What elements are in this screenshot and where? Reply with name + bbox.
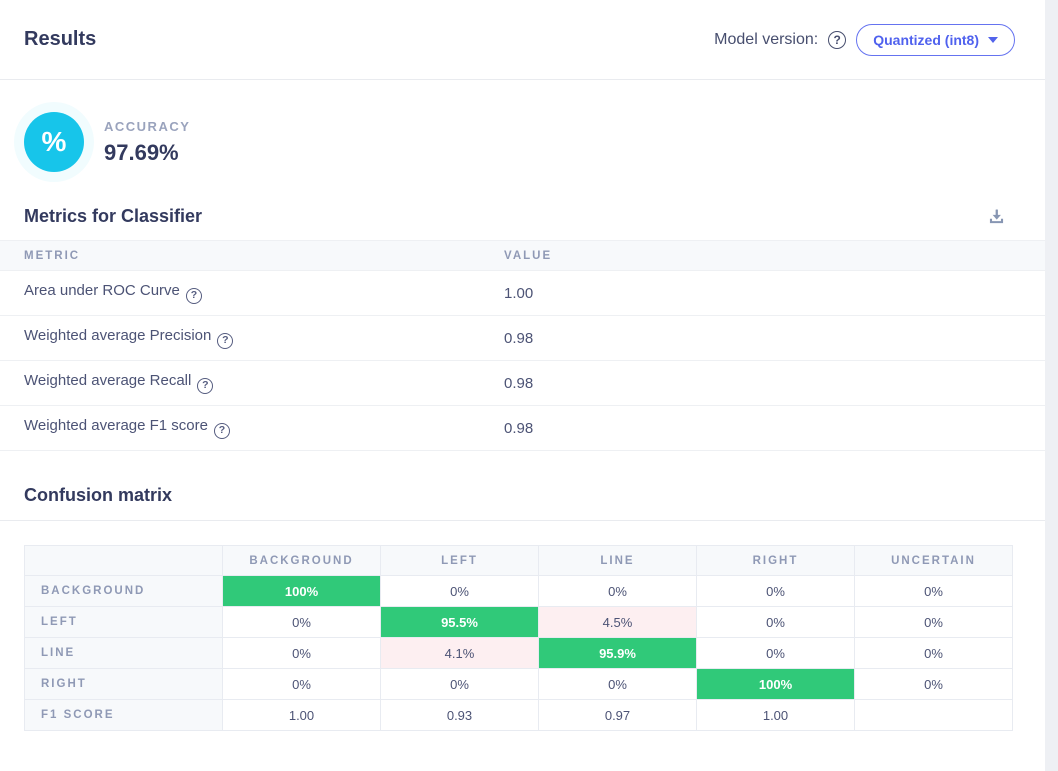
metric-value: 0.98 <box>504 374 534 392</box>
metric-label: Weighted average Recall? <box>0 361 504 406</box>
confusion-title: Confusion matrix <box>24 485 173 505</box>
conf-column-header: RIGHT <box>696 545 855 576</box>
metrics-col-value: VALUE <box>504 249 553 262</box>
conf-cell: 1.00 <box>696 699 855 731</box>
page-title: Results <box>24 28 97 50</box>
confusion-section-header: Confusion matrix <box>0 451 1045 521</box>
conf-row: LINE 0% 4.1% 95.9% 0% 0% <box>24 637 1013 669</box>
conf-cell: 95.5% <box>380 606 539 638</box>
conf-cell: 0% <box>380 575 539 607</box>
conf-cell: 4.1% <box>380 637 539 669</box>
conf-cell: 0% <box>222 606 381 638</box>
conf-cell: 0% <box>696 606 855 638</box>
metric-label-text: Weighted average F1 score <box>24 417 208 435</box>
conf-cell: 100% <box>696 668 855 700</box>
help-icon[interactable]: ? <box>197 377 214 394</box>
accuracy-text: ACCURACY 97.69% <box>104 119 190 166</box>
conf-row-label: RIGHT <box>24 668 223 700</box>
metrics-table: METRIC VALUE Area under ROC Curve? 1.00 We… <box>0 240 1045 451</box>
metric-value: 1.00 <box>504 284 534 302</box>
metric-row: Weighted average Recall? 0.98 <box>0 361 1045 406</box>
confusion-matrix-table: BACKGROUND LEFT LINE RIGHT UNCERTAIN BACKGRO… <box>24 545 1013 731</box>
model-version-dropdown[interactable]: Quantized (int8) <box>856 23 1015 56</box>
conf-cell <box>854 699 1013 731</box>
conf-cell: 0% <box>854 606 1013 638</box>
metric-label-text: Weighted average Precision <box>24 327 212 345</box>
metrics-col-metric: METRIC <box>24 249 81 262</box>
accuracy-label: ACCURACY <box>104 118 191 134</box>
metric-label: Weighted average Precision? <box>0 316 504 361</box>
conf-cell: 100% <box>222 575 381 607</box>
metric-row: Area under ROC Curve? 1.00 <box>0 271 1045 316</box>
conf-cell: 0% <box>696 575 855 607</box>
metrics-section-header: Metrics for Classifier <box>0 172 1045 240</box>
conf-cell: 0% <box>538 668 697 700</box>
conf-cell: 0% <box>854 637 1013 669</box>
metric-value: 0.98 <box>504 329 534 347</box>
conf-cell: 4.5% <box>538 606 697 638</box>
percent-icon: % <box>24 112 84 172</box>
accuracy-value: 97.69% <box>104 139 179 165</box>
conf-cell: 0% <box>222 637 381 669</box>
conf-row: LEFT 0% 95.5% 4.5% 0% 0% <box>24 606 1013 638</box>
conf-row: BACKGROUND 100% 0% 0% 0% 0% <box>24 575 1013 607</box>
conf-row-label: LEFT <box>24 606 223 638</box>
model-version-label: Model version: <box>714 30 819 48</box>
conf-column-header: UNCERTAIN <box>854 545 1013 576</box>
conf-cell: 0% <box>854 668 1013 700</box>
conf-cell: 95.9% <box>538 637 697 669</box>
conf-row-label: LINE <box>24 637 223 669</box>
help-icon[interactable]: ? <box>828 30 847 49</box>
conf-header-row: BACKGROUND LEFT LINE RIGHT UNCERTAIN <box>24 545 1013 576</box>
conf-cell: 0.93 <box>380 699 539 731</box>
conf-row: F1 SCORE 1.00 0.93 0.97 1.00 <box>24 699 1013 731</box>
metric-row: Weighted average F1 score? 0.98 <box>0 406 1045 451</box>
model-version-control: Model version: ? Quantized (int8) <box>714 23 1015 56</box>
help-icon[interactable]: ? <box>217 332 234 349</box>
metrics-header-row: METRIC VALUE <box>0 240 1045 271</box>
conf-corner-cell <box>24 545 223 576</box>
conf-column-header: LINE <box>538 545 697 576</box>
metrics-table-body: Area under ROC Curve? 1.00 Weighted averag… <box>0 271 1045 451</box>
download-icon[interactable] <box>986 206 1007 227</box>
metric-label: Area under ROC Curve? <box>0 271 504 316</box>
scrollbar[interactable] <box>1045 0 1058 771</box>
conf-cell: 0% <box>380 668 539 700</box>
metric-value: 0.98 <box>504 419 534 437</box>
conf-column-header: BACKGROUND <box>222 545 381 576</box>
conf-cell: 0% <box>854 575 1013 607</box>
conf-row-label: F1 SCORE <box>24 699 223 731</box>
conf-cell: 1.00 <box>222 699 381 731</box>
conf-table-body: BACKGROUND 100% 0% 0% 0% 0% LEFT 0% 95.5% 4.5% 0% 0… <box>24 575 1013 731</box>
metric-label-text: Area under ROC Curve <box>24 282 180 300</box>
conf-column-header: LEFT <box>380 545 539 576</box>
metric-label-text: Weighted average Recall <box>24 372 192 390</box>
chevron-down-icon <box>988 36 998 43</box>
conf-row: RIGHT 0% 0% 0% 100% 0% <box>24 668 1013 700</box>
metric-row: Weighted average Precision? 0.98 <box>0 316 1045 361</box>
conf-cell: 0% <box>222 668 381 700</box>
conf-cell: 0.97 <box>538 699 697 731</box>
help-icon[interactable]: ? <box>214 422 230 439</box>
model-version-value: Quantized (int8) <box>873 31 979 48</box>
metrics-title: Metrics for Classifier <box>24 206 203 226</box>
page-header: Results Model version: ? Quantized (int8… <box>0 0 1045 80</box>
help-icon[interactable]: ? <box>185 287 202 304</box>
conf-row-label: BACKGROUND <box>24 575 223 607</box>
conf-cell: 0% <box>696 637 855 669</box>
metric-label: Weighted average F1 score? <box>0 406 504 451</box>
percent-glyph: % <box>41 126 67 157</box>
conf-cell: 0% <box>538 575 697 607</box>
accuracy-section: % ACCURACY 97.69% <box>0 80 1045 172</box>
